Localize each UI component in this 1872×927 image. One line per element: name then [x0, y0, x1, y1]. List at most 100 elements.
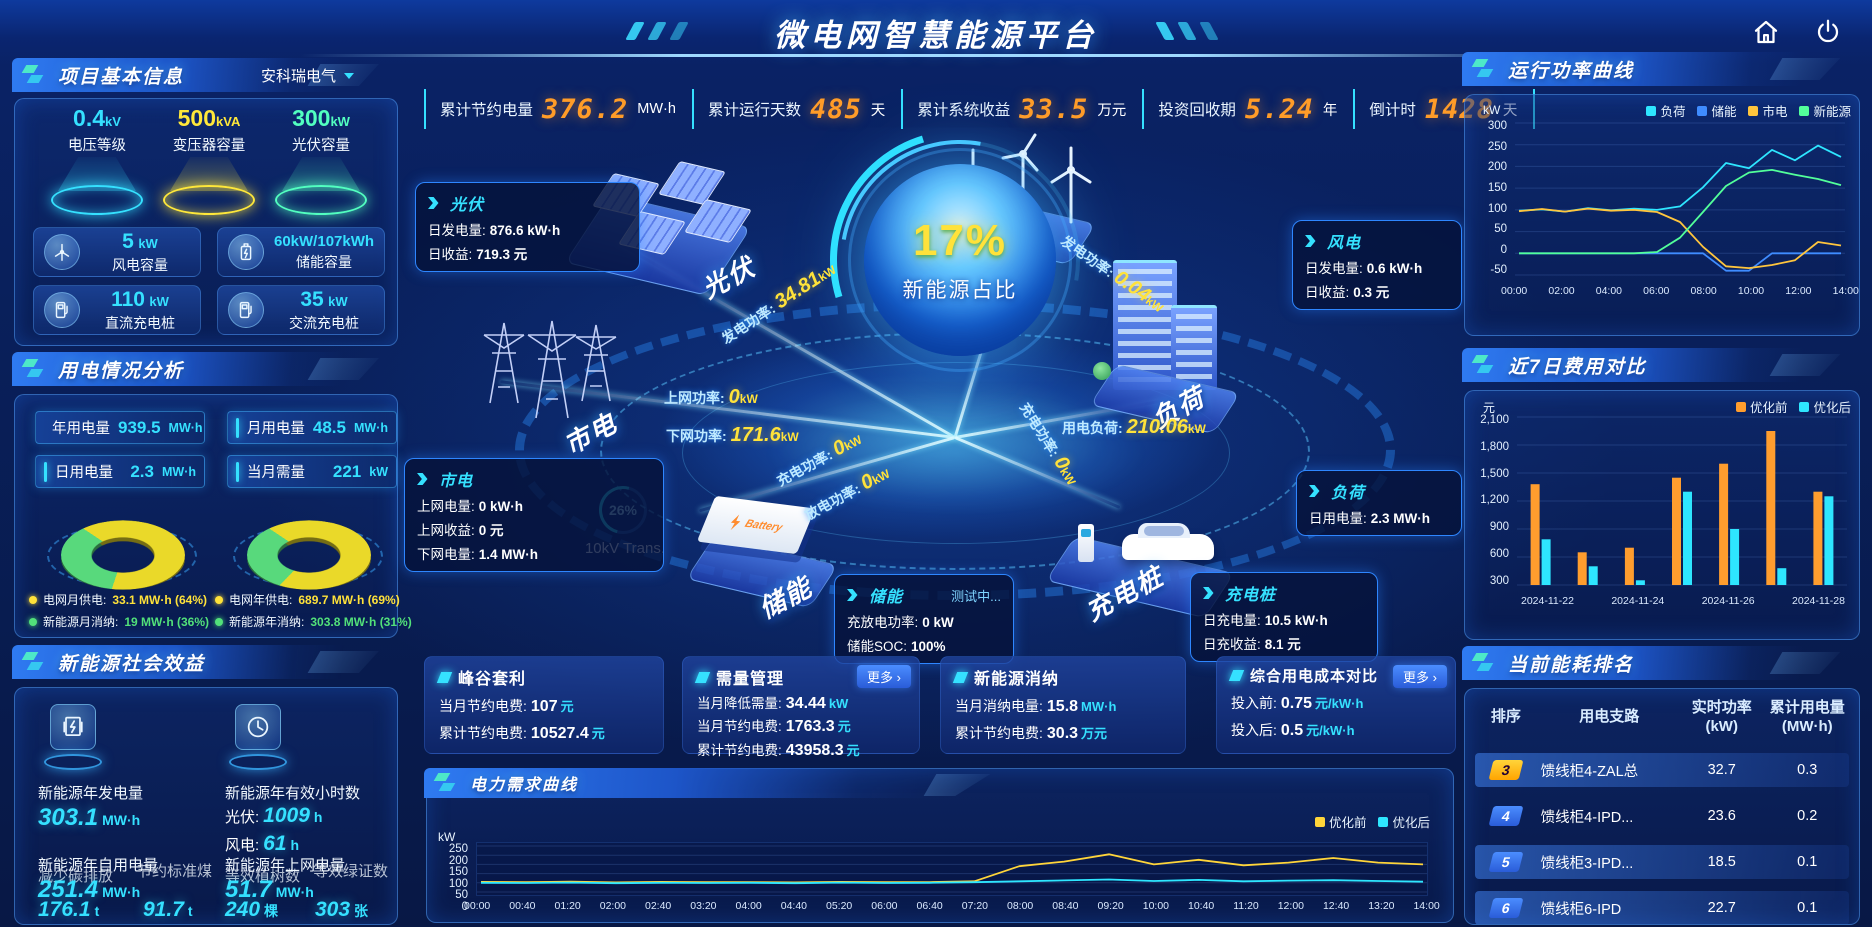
- panel-title: 项目基本信息: [58, 66, 185, 88]
- pedestal-cone: [170, 157, 248, 191]
- legend-value: 19 MW·h (36%): [124, 614, 210, 629]
- card-value: 35: [300, 287, 324, 311]
- y-axis-label: kW: [438, 830, 456, 844]
- pedestal-label: 变压器容量: [172, 138, 246, 154]
- energy-cell: 0.1: [1797, 900, 1818, 916]
- info-box-load: 负荷 日用电量: 2.3 MW·h: [1296, 470, 1462, 536]
- generation-icon-pedestal: [43, 704, 103, 770]
- kpi-value: 5.24: [1244, 93, 1314, 125]
- table-row[interactable]: 5 馈线柜3-IPD... 18.5 0.1: [1475, 845, 1849, 879]
- ranking-table-header: 排序 用电支路 实时功率 (kW) 累计用电量 (MW·h): [1490, 699, 1845, 735]
- panel-title: 电力需求曲线: [470, 777, 579, 794]
- panel-corner-icon: [1471, 355, 1496, 375]
- power-button[interactable]: [1810, 14, 1846, 50]
- demand-curve-legend[interactable]: 优化前 优化后: [1303, 812, 1430, 831]
- card-unit: kW: [328, 293, 348, 309]
- tree-graphic: [1093, 362, 1111, 380]
- cost-compare-body: 元 优化前 优化后 2,100 1,800 1,500 1,200 900 600 300 2…: [1464, 390, 1860, 640]
- card-icon: [436, 671, 453, 683]
- kpi-label: 累计节约电量: [440, 102, 534, 119]
- kpi-payback-period: 投资回收期 5.24 年: [1142, 89, 1353, 129]
- ac-charger-icon: [228, 292, 264, 328]
- stat-unit: MW·h: [353, 420, 388, 435]
- charging-pile-graphic: [1078, 524, 1094, 562]
- ev-car-graphic: [1122, 523, 1214, 560]
- kpi-countdown: 倒计时 1428 天: [1353, 89, 1536, 129]
- info-box-pv: 光伏 日发电量: 876.6 kW·h 日收益: 719.3 元: [415, 182, 640, 272]
- legend-dot: [29, 617, 37, 626]
- card-demand-management: 需量管理 更多 › 当月降低需量: 34.44 kW 当月节约电费: 1763.3 元 …: [682, 656, 920, 759]
- panel-title: 近7日费用对比: [1508, 356, 1647, 378]
- card-label: 直流充电桩: [105, 314, 175, 331]
- stat-value: 光伏: 1009 h: [225, 804, 323, 827]
- ev-charger-graphic: [1030, 512, 1260, 619]
- pedestal-label: 光伏容量: [292, 138, 350, 154]
- stat-value: 48.5: [312, 417, 346, 437]
- panel-title: 当前能耗排名: [1508, 654, 1635, 676]
- pedestal-unit: kW: [330, 114, 350, 129]
- legend-value: 303.8 MW·h (31%): [310, 614, 412, 629]
- legend-dot: [215, 595, 223, 604]
- y-axis-ticks: 300 250 200 150 100 50 0 -50: [1487, 120, 1507, 277]
- rank-badge: 3: [1488, 760, 1524, 780]
- card-label: 交流充电桩: [289, 314, 359, 331]
- power-cell: 23.6: [1707, 808, 1736, 824]
- panel-usage-header: 用电情况分析: [12, 352, 385, 386]
- clock-icon: [247, 716, 269, 738]
- stat-label: 等效绿证数: [313, 863, 389, 880]
- demand-curve-chart: [477, 845, 1427, 893]
- chevron-right-icon: [417, 473, 428, 485]
- table-row[interactable]: 3 馈线柜4-ZAL总 32.7 0.3: [1475, 753, 1849, 787]
- title-decoration-right: [1155, 22, 1250, 40]
- stat-label: 节约标准煤: [137, 863, 213, 880]
- table-row[interactable]: 6 馈线柜6-IPD 22.7 0.1: [1475, 891, 1849, 924]
- card-value: 5: [122, 229, 134, 253]
- cost-compare-legend[interactable]: 优化前 优化后: [1724, 397, 1851, 416]
- kpi-running-days: 累计运行天数 485 天: [691, 89, 901, 129]
- card-peak-valley-arbitrage: 峰谷套利 当月节约电费: 107 元 累计节约电费: 10527.4 元: [424, 656, 664, 754]
- chevron-right-icon: [428, 197, 439, 209]
- home-button[interactable]: [1748, 14, 1784, 50]
- kpi-unit: MW·h: [637, 101, 676, 117]
- panel-social-header: 新能源社会效益: [12, 645, 385, 679]
- panel-demand-curve: 电力需求曲线 优化前 优化后 kW 250 200 150 100 50 0 00:00 00…: [424, 768, 1456, 925]
- chevron-right-icon: [1203, 587, 1214, 599]
- stat-label: 新能源年有效小时数: [225, 785, 361, 802]
- card-unit: kW: [149, 293, 169, 309]
- kpi-unit: 年: [1322, 102, 1338, 119]
- year-donut-legend: 电网年供电: 689.7 MW·h (69%) 新能源年消纳: 303.8 MW…: [215, 591, 412, 635]
- load-building-graphic: [1085, 250, 1245, 435]
- table-row[interactable]: 4 馈线柜4-IPD... 23.6 0.2: [1475, 799, 1849, 833]
- power-curve-legend[interactable]: 负荷 储能 市电 新能源: [1634, 101, 1851, 120]
- hours-icon-pedestal: [228, 704, 288, 770]
- flow-from-grid: 下网功率: 171.6kW: [666, 424, 799, 446]
- company-select[interactable]: 安科瑞电气: [261, 65, 354, 86]
- stat-unit: MW·h: [168, 420, 203, 435]
- panel-title: 用电情况分析: [58, 360, 185, 382]
- legend-value: 33.1 MW·h (64%): [112, 592, 208, 607]
- year-energy-donut: [247, 520, 371, 590]
- stat-unit: kW: [369, 464, 388, 479]
- stat-value: 221: [332, 461, 362, 481]
- power-cell: 18.5: [1707, 854, 1736, 870]
- more-button[interactable]: 更多 ›: [1393, 665, 1447, 688]
- branch-cell: 馈线柜4-IPD...: [1540, 809, 1634, 826]
- stat-label: 减少碳排放: [38, 868, 114, 885]
- page-title: 微电网智慧能源平台: [774, 18, 1098, 53]
- pedestal-unit: kVA: [216, 114, 241, 129]
- stat-value: 303 张: [315, 898, 369, 921]
- energy-cell: 0.1: [1797, 854, 1818, 870]
- panel-corner-icon: [1471, 59, 1496, 79]
- info-box-storage: 储能 测试中... 充放电功率: 0 kW 储能SOC: 100%: [834, 574, 1014, 664]
- energy-cell: 0.2: [1797, 808, 1818, 824]
- pedestal-transformer: 500kVA 变压器容量: [149, 105, 269, 215]
- pedestal-value: 500: [177, 105, 217, 131]
- stat-day-usage: 日用电量 2.3 MW·h: [35, 455, 205, 488]
- pedestal-value: 0.4: [73, 105, 106, 131]
- more-button[interactable]: 更多 ›: [857, 665, 911, 688]
- home-icon: [1754, 20, 1778, 44]
- y-axis-ticks: 250 200 150 100 50 0: [448, 843, 468, 913]
- power-curve-chart: [1515, 122, 1845, 276]
- renewable-share-label: 新能源占比: [902, 279, 1018, 302]
- card-label: 储能容量: [296, 253, 353, 270]
